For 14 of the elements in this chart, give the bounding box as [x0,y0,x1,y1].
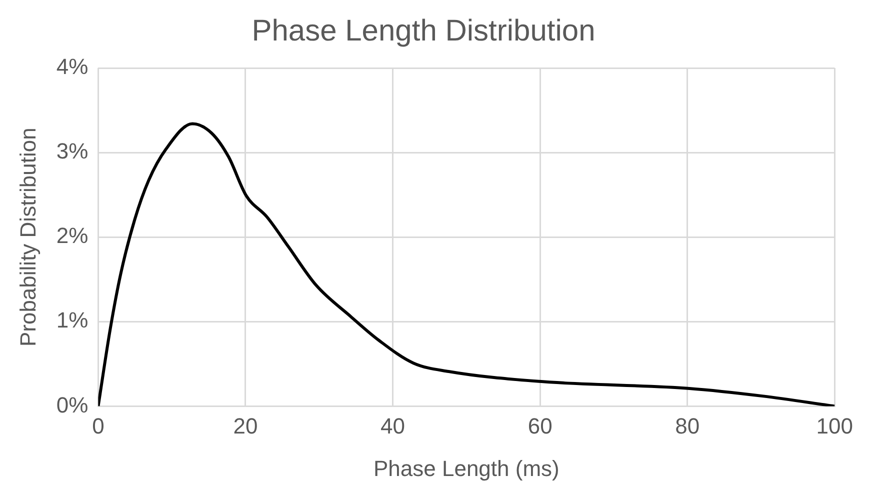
y-axis-title: Probability Distribution [15,128,40,347]
y-tick-label: 4% [56,54,88,80]
y-tick-label: 2% [56,223,88,248]
x-tick-label: 40 [380,413,406,438]
x-tick-label: 80 [675,413,700,438]
x-tick-label: 20 [233,413,258,438]
x-tick-label: 60 [528,413,552,438]
x-tick-label: 0 [92,413,104,438]
x-axis-title: Phase Length (ms) [373,456,560,481]
y-tick-label: 0% [56,392,88,418]
chart-title: Phase Length Distribution [252,14,596,48]
y-tick-label: 3% [56,138,88,164]
x-tick-label: 100 [816,413,854,438]
y-tick-label: 1% [56,308,88,333]
